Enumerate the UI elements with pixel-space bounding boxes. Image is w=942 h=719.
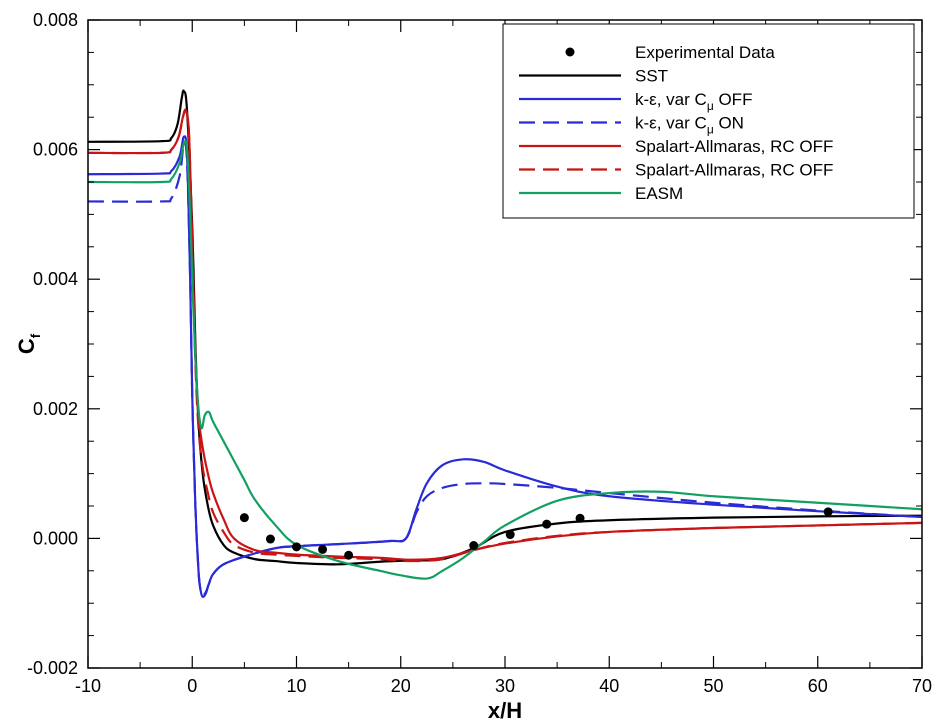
x-tick-label: 50 (703, 676, 723, 696)
experimental-point (344, 550, 354, 560)
x-axis-title: x/H (488, 698, 522, 719)
y-tick-label: -0.002 (27, 658, 78, 678)
legend-label: Spalart-Allmaras, RC OFF (635, 137, 833, 156)
series-layer (88, 89, 922, 598)
legend-label: SST (635, 67, 668, 86)
legend-label: k-ε, var Cμ ON (635, 114, 744, 137)
ticks-layer (87, 19, 923, 669)
legend-marker-experimental (565, 47, 575, 57)
y-axis-title-subscript: f (28, 333, 43, 338)
series-line-1 (88, 89, 922, 566)
series-line-3 (88, 140, 922, 597)
x-tick-label: 60 (808, 676, 828, 696)
legend: Experimental Data SST k-ε, var Cμ OFFk-ε, … (502, 23, 915, 219)
experimental-point (575, 513, 585, 523)
experimental-point (265, 534, 275, 544)
y-tick-label: 0.004 (33, 269, 78, 289)
y-axis-title: Cf (14, 333, 43, 354)
experimental-point (469, 541, 479, 551)
x-tick-label: 20 (391, 676, 411, 696)
experimental-point (505, 530, 515, 540)
experimental-point (318, 544, 328, 554)
experimental-point (542, 519, 552, 529)
legend-box (502, 23, 915, 219)
experimental-point (823, 507, 833, 517)
experimental-points-layer (239, 507, 833, 560)
legend-label: Spalart-Allmaras, RC OFF (635, 161, 833, 180)
x-tick-label: 0 (187, 676, 197, 696)
experimental-point (292, 542, 301, 552)
y-tick-label: 0.008 (33, 10, 78, 30)
x-tick-label: -10 (75, 676, 101, 696)
x-tick-label: 40 (599, 676, 619, 696)
y-tick-label: 0.000 (33, 528, 78, 548)
legend-label: Experimental Data (635, 43, 775, 62)
legend-label: EASM (635, 184, 683, 203)
x-tick-label: 30 (495, 676, 515, 696)
y-axis-title-main: C (14, 338, 39, 354)
tick-labels-layer: -10 0 10 20 30 40 50 60 70 -0.002 0.000 0.002 0.004 0… (27, 10, 932, 696)
x-tick-label: 10 (286, 676, 306, 696)
series-line-6 (88, 139, 922, 580)
experimental-point (239, 513, 249, 523)
y-tick-label: 0.002 (33, 399, 78, 419)
series-line-5 (88, 108, 922, 563)
y-tick-label: 0.006 (33, 140, 78, 160)
legend-label: k-ε, var Cμ OFF (635, 90, 752, 113)
x-tick-label: 70 (912, 676, 932, 696)
